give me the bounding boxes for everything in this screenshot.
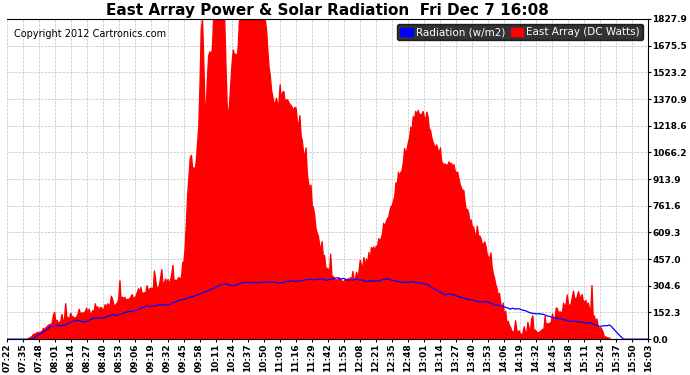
Title: East Array Power & Solar Radiation  Fri Dec 7 16:08: East Array Power & Solar Radiation Fri D… bbox=[106, 3, 549, 18]
Legend: Radiation (w/m2), East Array (DC Watts): Radiation (w/m2), East Array (DC Watts) bbox=[397, 24, 643, 40]
Text: Copyright 2012 Cartronics.com: Copyright 2012 Cartronics.com bbox=[14, 28, 166, 39]
